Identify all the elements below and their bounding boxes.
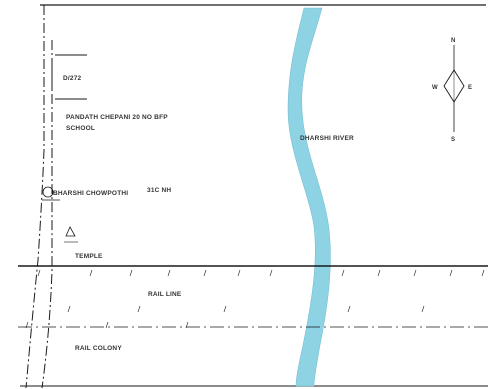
compass-south-label: S: [451, 137, 455, 143]
rail-sleepers: [25, 269, 485, 329]
compass-east-label: E: [468, 85, 472, 91]
road-right-edge: [41, 40, 53, 389]
road-left-edge: [25, 5, 45, 389]
chowpothi-junction-marker: [42, 186, 54, 198]
compass-rose-icon: N S W E: [432, 38, 472, 143]
compass-north-label: N: [451, 38, 455, 44]
rail-line-label: RAIL LINE: [148, 291, 182, 298]
rail-colony-label: RAIL COLONY: [75, 345, 122, 352]
river-body: [287, 7, 331, 387]
plot-code-label: D/272: [63, 75, 82, 82]
river-label: DHARSHI RIVER: [300, 135, 354, 142]
nh-label: 31C NH: [147, 187, 171, 194]
compass-west-label: W: [432, 85, 438, 91]
school-label-line2: SCHOOL: [66, 125, 95, 132]
temple-label: TEMPLE: [75, 253, 103, 260]
chowpothi-label: BHARSHI CHOWPOTHI: [53, 190, 128, 197]
school-label-line1: PANDATH CHEPANI 20 NO BFP: [66, 114, 168, 121]
triangle-temple-icon: [65, 226, 76, 237]
